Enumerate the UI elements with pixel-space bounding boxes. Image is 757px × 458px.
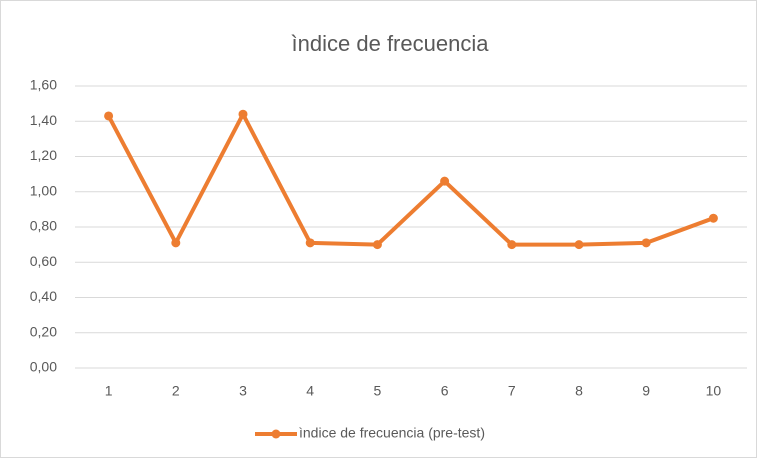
data-point xyxy=(171,238,181,248)
series-line xyxy=(106,112,716,247)
y-tick-label: 1,60 xyxy=(30,77,57,93)
x-tick-label: 9 xyxy=(642,383,650,399)
y-tick-label: 0,20 xyxy=(30,323,57,339)
data-point xyxy=(104,111,114,121)
y-tick-label: 1,20 xyxy=(30,147,57,163)
legend-label: ìndice de frecuencia (pre-test) xyxy=(299,425,485,441)
legend-marker xyxy=(271,429,281,439)
x-tick-label: 8 xyxy=(575,383,583,399)
y-tick-label: 0,40 xyxy=(30,288,57,304)
y-tick-label: 0,60 xyxy=(30,253,57,269)
y-tick-label: 0,80 xyxy=(30,218,57,234)
data-point xyxy=(507,240,517,250)
data-point xyxy=(440,176,450,186)
y-tick-label: 1,00 xyxy=(30,182,57,198)
x-tick-label: 3 xyxy=(239,383,247,399)
data-point xyxy=(708,213,718,223)
x-tick-label: 1 xyxy=(105,383,113,399)
data-point xyxy=(238,109,248,119)
y-tick-label: 0,00 xyxy=(30,359,57,375)
x-tick-label: 10 xyxy=(706,383,722,399)
data-point xyxy=(372,240,382,250)
y-tick-label: 1,40 xyxy=(30,112,57,128)
data-point xyxy=(641,238,651,248)
x-tick-label: 2 xyxy=(172,383,180,399)
x-tick-label: 7 xyxy=(508,383,516,399)
data-point xyxy=(574,240,584,250)
chart-title: ìndice de frecuencia xyxy=(292,31,490,56)
x-tick-label: 4 xyxy=(306,383,314,399)
x-tick-label: 6 xyxy=(441,383,449,399)
x-tick-label: 5 xyxy=(374,383,382,399)
data-point xyxy=(305,238,315,248)
